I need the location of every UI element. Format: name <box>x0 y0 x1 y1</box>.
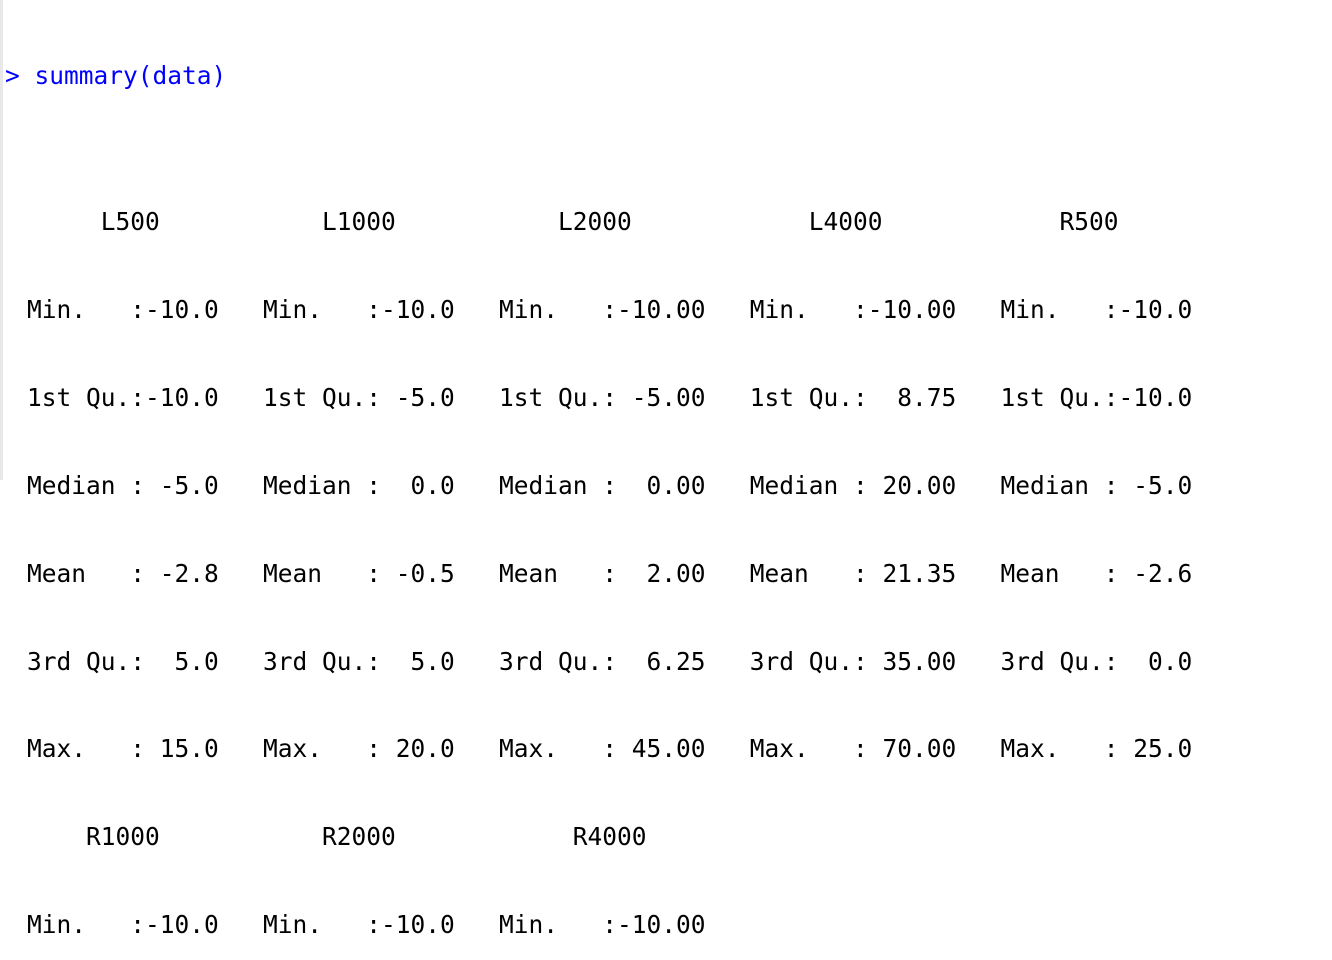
output-line: Median : -5.0 Median : 0.0 Median : 0.00… <box>27 470 1222 500</box>
output-line: Min. :-10.0 Min. :-10.0 Min. :-10.00 <box>27 910 736 940</box>
output-line: L500 L1000 L2000 L4000 R500 <box>27 207 1208 237</box>
summary-output: L500 L1000 L2000 L4000 R500 Min. :-10.0 … <box>27 148 1332 960</box>
output-line: Min. :-10.0 Min. :-10.0 Min. :-10.00 Min… <box>27 294 1222 324</box>
output-line: R1000 R2000 R4000 <box>27 822 750 852</box>
output-line: 3rd Qu.: 5.0 3rd Qu.: 5.0 3rd Qu.: 6.25 … <box>27 646 1222 676</box>
output-line: Max. : 15.0 Max. : 20.0 Max. : 45.00 Max… <box>27 734 1222 764</box>
command-text: summary(data) <box>34 60 227 90</box>
r-console[interactable]: > summary(data) L500 L1000 L2000 L4000 R… <box>0 0 1332 939</box>
prompt-symbol: > <box>5 60 20 90</box>
output-line: 1st Qu.:-10.0 1st Qu.: -5.0 1st Qu.: -5.… <box>27 382 1222 412</box>
command-line: > summary(data) <box>5 61 1332 90</box>
output-line: Mean : -2.8 Mean : -0.5 Mean : 2.00 Mean… <box>27 558 1222 588</box>
